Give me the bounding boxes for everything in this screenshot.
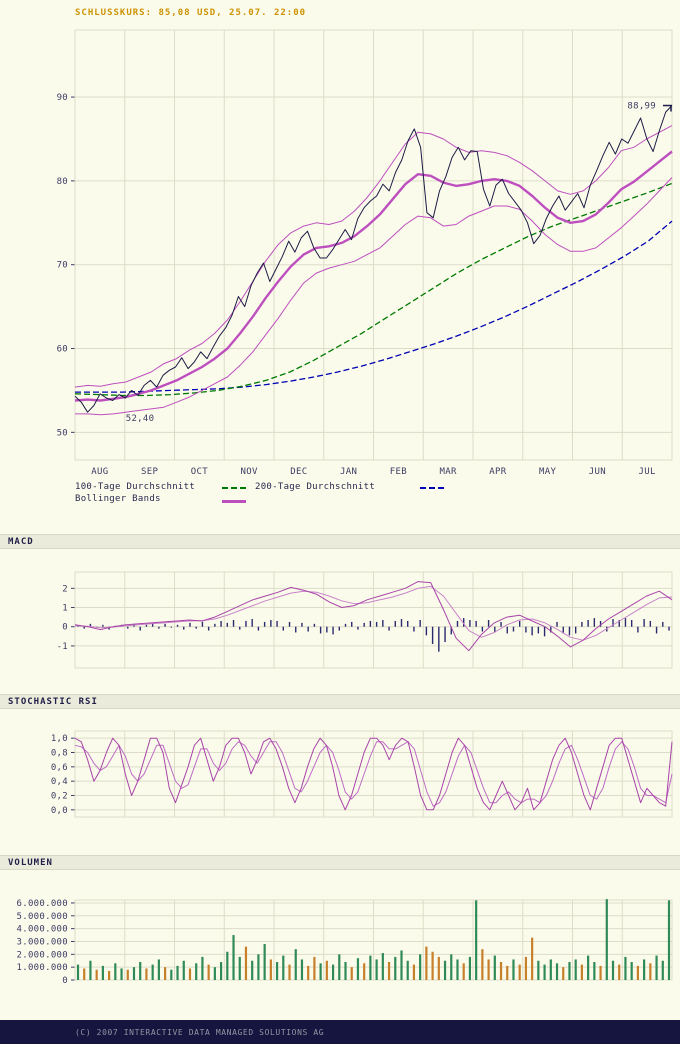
svg-text:50: 50 (57, 428, 68, 438)
svg-text:0: 0 (62, 623, 68, 633)
svg-text:0,8: 0,8 (51, 749, 68, 759)
macd-panel-title: MACD (8, 537, 34, 547)
svg-text:6.000.000: 6.000.000 (17, 899, 68, 909)
stochastic-rsi-panel-header: STOCHASTIC RSI (0, 694, 680, 709)
svg-text:1: 1 (62, 604, 68, 614)
svg-text:JAN: JAN (340, 467, 357, 477)
svg-text:MAY: MAY (539, 467, 556, 477)
svg-text:70: 70 (57, 261, 68, 271)
svg-text:0,2: 0,2 (51, 792, 68, 802)
svg-text:OCT: OCT (191, 467, 208, 477)
closing-price-title: SCHLUSSKURS: 85,08 USD, 25.07. 22:00 (75, 8, 307, 18)
svg-text:AUG: AUG (91, 467, 108, 477)
svg-text:2: 2 (62, 584, 68, 594)
price-chart: 50 60 70 80 90 AUG SEP OCT NOV DEC JAN FEB MAR APR MAY… (57, 29, 673, 477)
legend-label-ma200: 200-Tage Durchschnitt (255, 482, 376, 492)
svg-text:3.000.000: 3.000.000 (17, 937, 68, 947)
stochastic-rsi-chart: 0,0 0,2 0,4 0,6 0,8 1,0 (51, 730, 673, 818)
svg-text:5.000.000: 5.000.000 (17, 912, 68, 922)
svg-text:NOV: NOV (241, 467, 258, 477)
legend-line-ma100-icon (222, 487, 246, 489)
macd-chart: -1 0 1 2 (57, 571, 673, 669)
svg-text:DEC: DEC (290, 467, 307, 477)
svg-text:52,40: 52,40 (126, 414, 155, 424)
legend-line-bollinger-icon (222, 500, 246, 503)
svg-text:88,99: 88,99 (627, 102, 656, 112)
svg-text:80: 80 (57, 177, 68, 187)
svg-text:1.000.000: 1.000.000 (17, 963, 68, 973)
legend-label-ma100: 100-Tage Durchschnitt (75, 482, 196, 492)
legend-line-ma200-icon (420, 487, 444, 489)
macd-panel-header: MACD (0, 534, 680, 549)
volume-panel-header: VOLUMEN (0, 855, 680, 870)
svg-text:APR: APR (489, 467, 506, 477)
svg-text:4.000.000: 4.000.000 (17, 925, 68, 935)
svg-text:-1: -1 (57, 642, 68, 652)
legend-label-bollinger: Bollinger Bands (75, 494, 161, 504)
svg-text:1,0: 1,0 (51, 734, 68, 744)
stochastic-rsi-panel-title: STOCHASTIC RSI (8, 697, 98, 707)
footer-bar (0, 1020, 680, 1044)
svg-text:FEB: FEB (390, 467, 407, 477)
svg-text:JUL: JUL (639, 467, 656, 477)
svg-text:0,4: 0,4 (51, 777, 68, 787)
svg-text:JUN: JUN (589, 467, 606, 477)
svg-text:0,6: 0,6 (51, 763, 68, 773)
svg-text:SEP: SEP (141, 467, 158, 477)
copyright-text: (C) 2007 INTERACTIVE DATA MANAGED SOLUTI… (75, 1028, 325, 1037)
svg-text:0: 0 (62, 976, 68, 986)
svg-text:0,0: 0,0 (51, 806, 68, 816)
svg-text:90: 90 (57, 93, 68, 103)
volume-chart: 0 1.000.000 2.000.000 3.000.000 4.000.000 5.0… (17, 899, 673, 986)
svg-text:MAR: MAR (440, 467, 457, 477)
svg-text:2.000.000: 2.000.000 (17, 950, 68, 960)
svg-text:60: 60 (57, 345, 68, 355)
volume-panel-title: VOLUMEN (8, 858, 53, 868)
